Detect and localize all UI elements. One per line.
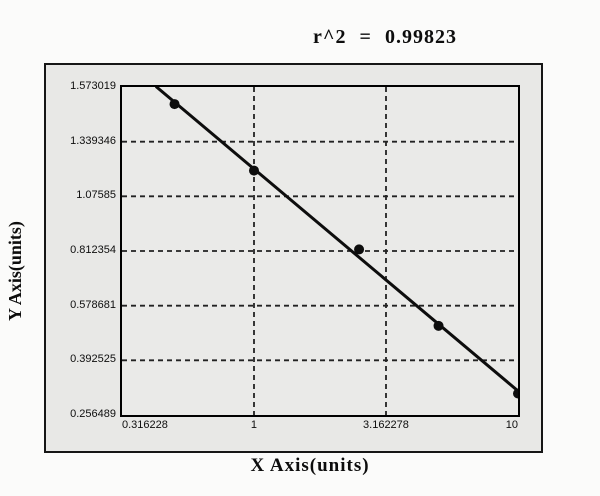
plot-area (120, 85, 520, 417)
x-tick-label: 1 (250, 419, 258, 431)
x-axis-label: X Axis(units) (250, 455, 370, 476)
y-tick-label: 0.578681 (70, 298, 116, 311)
data-point (433, 320, 444, 331)
data-point (248, 165, 259, 176)
y-tick-label: 0.812354 (70, 244, 116, 256)
y-axis-label: Y Axis(units) (5, 221, 25, 321)
y-tick-label: 1.573019 (70, 80, 116, 92)
y-tick-label: 0.256489 (70, 408, 116, 420)
chart-title: r^2 = 0.99823 (313, 26, 457, 48)
x-tick-label: 10 (505, 419, 518, 431)
y-tick-label: 1.07585 (76, 189, 116, 202)
x-tick-label: 3.162278 (363, 419, 409, 431)
fit-line (155, 87, 518, 393)
data-point (169, 99, 180, 110)
data-point (354, 244, 365, 255)
data-point (513, 388, 518, 399)
x-tick-label: 0.316228 (122, 419, 168, 431)
y-tick-label: 0.392525 (70, 353, 116, 366)
plot-canvas (122, 87, 518, 415)
y-tick-label: 1.339346 (70, 134, 116, 147)
